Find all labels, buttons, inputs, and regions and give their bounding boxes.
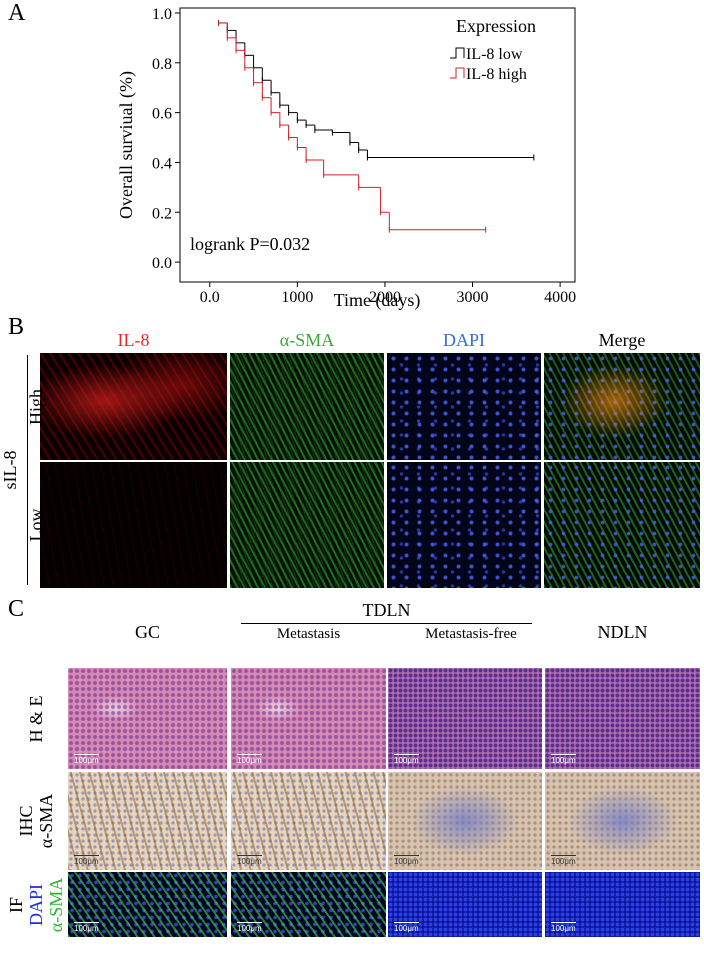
scale-bar: 100μm [237,754,262,765]
legend-title: Expression [456,16,536,36]
scale-bar: 100μm [394,855,419,866]
micrograph [230,353,384,460]
micrograph: 100μm [388,772,542,870]
panel-label: B [8,314,25,340]
legend-label: IL-8 low [466,46,523,63]
column-label: DAPI [442,330,485,350]
micrograph: 100μm [68,772,227,870]
subcolumn-label: Metastasis [276,626,341,642]
micrograph [544,462,700,588]
y-tick-label: 0.2 [152,205,172,222]
legend-swatch [450,67,465,79]
x-axis-label: Time (days) [334,290,421,311]
scale-bar: 100μm [74,754,99,765]
x-tick-label: 2000 [369,289,401,306]
group-line [241,623,532,624]
column-label: α-SMA [279,330,335,350]
legend-label: IL-8 high [466,66,527,83]
micrograph: 100μm [231,668,386,769]
micrograph [387,462,541,588]
micrograph: 100μm [545,872,700,937]
scale-bar: 100μm [394,922,419,933]
row-label: Low [26,508,46,542]
column-label: GC [134,622,160,642]
y-axis-label: Overall surviual (%) [116,71,137,219]
micrograph: 100μm [231,872,386,937]
column-label: IL-8 [117,330,150,350]
micrograph [544,353,700,460]
y-tick-label: 1.0 [152,6,172,23]
scale-bar: 100μm [237,922,262,933]
x-tick-label: 4000 [544,289,576,306]
row-label-line: α-SMA [46,877,66,932]
micrograph: 100μm [231,772,386,870]
micrograph [40,353,227,460]
scale-bar: 100μm [551,922,576,933]
micrograph: 100μm [68,872,227,937]
annotation: logrank P=0.032 [190,234,310,254]
x-tick-label: 0.0 [200,289,220,306]
x-tick-label: 3000 [457,289,489,306]
y-tick-label: 0.6 [152,106,172,123]
micrograph: 100μm [388,668,542,769]
group-label: sIL-8 [0,450,20,490]
scale-bar: 100μm [74,855,99,866]
panel-label: C [8,596,25,622]
scale-bar: 100μm [551,855,576,866]
row-label-line: IF [6,896,26,913]
subcolumn-label: Metastasis-free [425,626,517,642]
y-tick-label: 0.4 [152,155,172,172]
micrograph: 100μm [68,668,227,769]
micrograph [230,462,384,588]
column-label: TDLN [362,600,411,620]
x-tick-label: 1000 [281,289,313,306]
panel-label: A [8,0,26,26]
row-label-line: H & E [26,695,46,742]
y-tick-label: 0.0 [152,255,172,272]
micrograph: 100μm [388,872,542,937]
scale-bar: 100μm [237,855,262,866]
group-line [27,355,28,585]
legend-swatch [450,47,465,59]
micrograph: 100μm [545,772,700,870]
micrograph [387,353,541,460]
scale-bar: 100μm [74,922,99,933]
scale-bar: 100μm [394,754,419,765]
row-label-line: DAPI [26,883,46,926]
column-label: NDLN [597,622,648,642]
micrograph: 100μm [545,668,700,769]
column-label: Merge [598,330,646,350]
survival-chart: A Time (days) Overall surviual (%) logra… [8,0,576,311]
row-label: IF DAPI α-SMA [6,855,66,955]
micrograph [40,462,227,588]
row-label: High [26,388,46,425]
row-label: H & E [26,669,46,769]
plot-frame [179,7,576,283]
scale-bar: 100μm [551,754,576,765]
y-tick-label: 0.8 [152,56,172,73]
